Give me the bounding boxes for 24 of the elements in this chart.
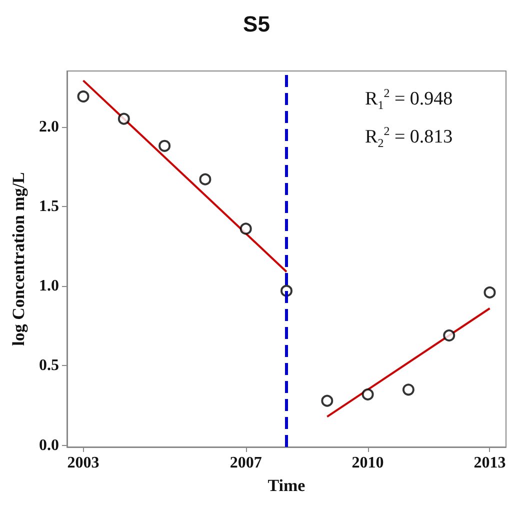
point xyxy=(118,112,130,125)
point xyxy=(240,222,252,235)
y-tick-label: 2.0 xyxy=(39,118,59,136)
annotation: R$_{2}$$^{2}$ = 0.813 xyxy=(365,123,453,152)
y-tick-label: 0.5 xyxy=(39,357,59,374)
x-axis-title: Time xyxy=(268,476,306,495)
chart-title: S5 xyxy=(243,12,270,36)
annotation: R$_{1}$$^{2}$ = 0.948 xyxy=(365,85,453,114)
point xyxy=(362,388,374,400)
y-tick-label: 1.5 xyxy=(39,198,59,215)
x-tick-label: 2007 xyxy=(230,454,262,472)
x-tick-label: 2013 xyxy=(474,454,506,472)
x-tick-label: 2010 xyxy=(352,454,384,472)
point xyxy=(77,90,90,102)
y-axis-title: log Concentration mg/L xyxy=(9,172,28,346)
point xyxy=(484,286,496,298)
point xyxy=(199,173,212,186)
point xyxy=(402,384,414,396)
y-tick-label: 0.0 xyxy=(39,436,59,454)
point xyxy=(443,329,456,342)
y-tick-label: 1.0 xyxy=(39,278,59,295)
point xyxy=(158,140,171,152)
x-tick-label: 2003 xyxy=(67,454,100,472)
point xyxy=(321,394,334,407)
